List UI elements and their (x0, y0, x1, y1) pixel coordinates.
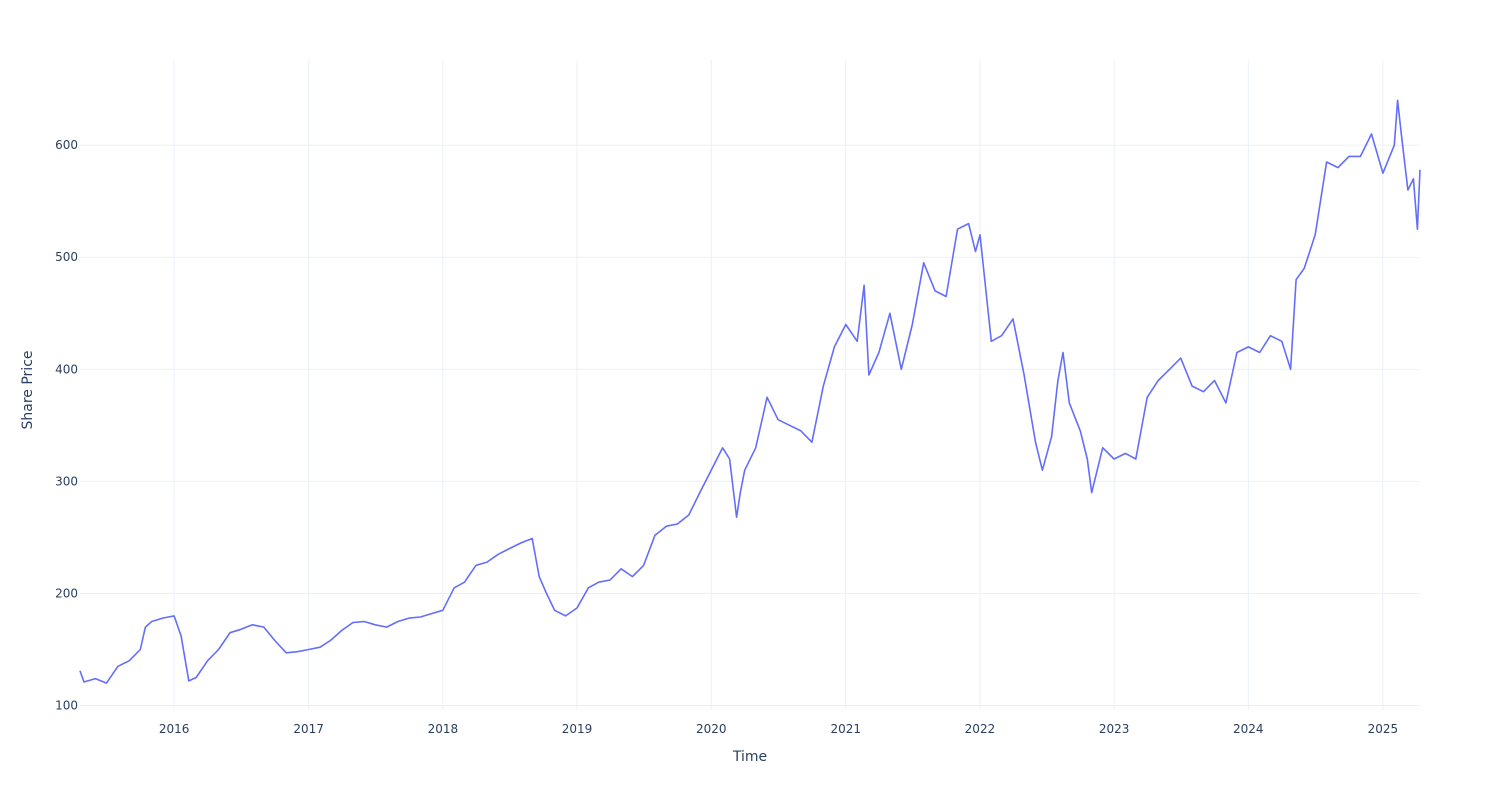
x-tick-label: 2017 (293, 722, 324, 736)
y-tick-label: 200 (55, 586, 78, 600)
x-tick-label: 2020 (696, 722, 727, 736)
x-tick-label: 2023 (1099, 722, 1130, 736)
vertical-gridlines (173, 60, 1384, 710)
x-tick-label: 2018 (428, 722, 459, 736)
horizontal-gridlines (80, 144, 1420, 707)
x-tick-label: 2022 (965, 722, 996, 736)
x-tick-label: 2016 (159, 722, 190, 736)
y-tick-label: 500 (55, 250, 78, 264)
y-axis-title: Share Price (20, 350, 36, 429)
x-tick-label: 2024 (1233, 722, 1264, 736)
x-tick-label: 2019 (562, 722, 593, 736)
y-tick-label: 100 (55, 699, 78, 713)
y-tick-label: 400 (55, 362, 78, 376)
y-tick-label: 600 (55, 138, 78, 152)
x-axis-tick-labels: 2016 2017 2018 2019 2020 2021 2022 2023 2024 2025 (159, 722, 1398, 736)
x-tick-label: 2021 (830, 722, 861, 736)
y-axis-tick-labels: 100 200 300 400 500 600 (55, 138, 78, 712)
series-line (79, 99, 1421, 684)
x-tick-label: 2025 (1368, 722, 1399, 736)
y-tick-label: 300 (55, 474, 78, 488)
x-axis-title: Time (732, 749, 767, 765)
series-layer (79, 99, 1421, 684)
